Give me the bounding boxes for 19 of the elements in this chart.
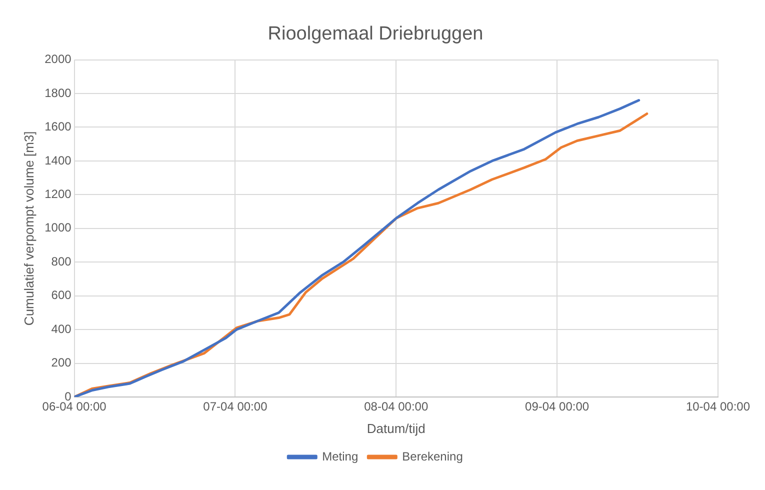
legend-label: Berekening bbox=[402, 449, 463, 464]
x-tick-label: 08-04 00:00 bbox=[364, 400, 428, 414]
chart-title: Rioolgemaal Driebruggen bbox=[268, 24, 484, 45]
y-tick-label: 400 bbox=[51, 322, 72, 336]
y-tick-label: 1600 bbox=[44, 120, 72, 134]
legend-label: Meting bbox=[322, 449, 358, 464]
x-tick-label: 07-04 00:00 bbox=[203, 400, 268, 414]
y-tick-label: 800 bbox=[51, 254, 72, 268]
x-tick-label: 09-04 00:00 bbox=[525, 400, 590, 414]
y-tick-label: 1800 bbox=[44, 86, 72, 100]
y-tick-label: 1200 bbox=[44, 186, 72, 201]
y-tick-label: 600 bbox=[51, 288, 72, 302]
y-tick-label: 200 bbox=[51, 356, 72, 370]
y-tick-label: 1000 bbox=[44, 220, 72, 235]
x-tick-label: 10-04 00:00 bbox=[686, 400, 750, 414]
x-axis-title: Datum/tijd bbox=[366, 420, 426, 436]
y-axis-title: Cumulatief verpompt volume [m3] bbox=[21, 131, 36, 326]
y-tick-label: 1400 bbox=[44, 153, 72, 168]
y-tick-label: 2000 bbox=[44, 52, 72, 66]
